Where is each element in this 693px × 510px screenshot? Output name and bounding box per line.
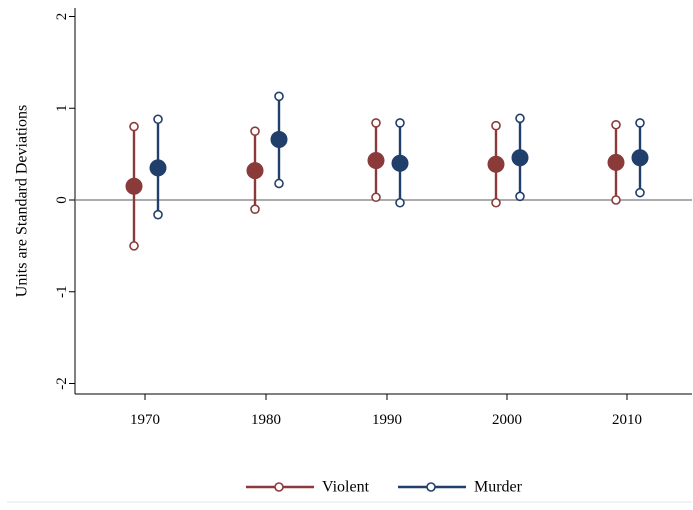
- violent-point: [487, 155, 505, 173]
- x-tick-label: 1970: [130, 412, 160, 428]
- murder-upper-bound-marker: [153, 114, 163, 125]
- murder-lower-bound-marker: [395, 197, 405, 208]
- violent-upper-bound-marker: [129, 121, 139, 132]
- violent-upper-bound-marker: [611, 119, 621, 130]
- murder-upper-bound-marker: [274, 91, 284, 102]
- x-tick-label: 1980: [251, 412, 281, 428]
- x-tick-label: 1990: [372, 412, 402, 428]
- murder-lower-bound-marker: [153, 209, 163, 220]
- violent-point: [367, 152, 385, 170]
- legend-violent-label: Violent: [322, 479, 370, 496]
- violent-point: [125, 177, 143, 195]
- violent-lower-bound-marker: [371, 192, 381, 203]
- y-tick-label: 2: [54, 13, 70, 21]
- y-tick-label: 1: [54, 105, 70, 113]
- violent-point: [607, 153, 625, 171]
- violent-point: [246, 162, 264, 180]
- violent-upper-bound-marker: [250, 126, 260, 136]
- violent-upper-bound-marker: [371, 118, 381, 128]
- murder-upper-bound-marker: [635, 118, 645, 128]
- murder-lower-bound-marker: [515, 191, 525, 202]
- legend-violent-marker: [274, 482, 284, 492]
- y-axis-label: Units are Standard Deviations: [14, 105, 31, 297]
- violent-lower-bound-marker: [129, 241, 139, 251]
- murder-upper-bound-marker: [395, 118, 405, 128]
- y-tick-label: -1: [54, 286, 70, 299]
- violent-lower-bound-marker: [611, 195, 621, 205]
- violent-lower-bound-marker: [491, 197, 501, 208]
- y-tick-label: 0: [54, 196, 70, 204]
- legend-murder-marker: [426, 482, 436, 492]
- violent-lower-bound-marker: [250, 204, 260, 214]
- murder-lower-bound-marker: [274, 178, 284, 189]
- violent-upper-bound-marker: [491, 120, 501, 131]
- legend-murder-label: Murder: [474, 479, 523, 496]
- x-tick-label: 2010: [612, 412, 642, 428]
- x-tick-label: 2000: [492, 412, 522, 428]
- y-tick-label: -2: [54, 377, 70, 390]
- murder-point: [149, 159, 167, 177]
- murder-lower-bound-marker: [635, 187, 645, 198]
- murder-point: [391, 154, 409, 172]
- murder-point: [631, 149, 649, 167]
- murder-upper-bound-marker: [515, 113, 525, 124]
- murder-point: [270, 130, 288, 148]
- murder-point: [511, 149, 529, 167]
